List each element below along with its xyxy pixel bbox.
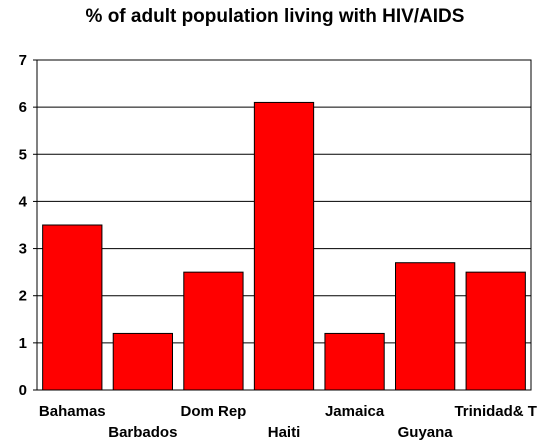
y-tick-label: 3 <box>19 241 27 258</box>
bar-dom-rep <box>183 271 244 391</box>
x-tick-label: Haiti <box>268 424 301 441</box>
y-tick-label: 0 <box>19 382 27 399</box>
y-tick-label: 1 <box>19 335 27 352</box>
x-tick-label: Jamaica <box>325 403 385 420</box>
bar-jamaica <box>324 332 385 391</box>
bar-haiti <box>253 101 315 391</box>
chart-title: % of adult population living with HIV/AI… <box>85 6 465 27</box>
x-tick-label: Barbados <box>108 424 177 441</box>
x-tick-label: Dom Rep <box>181 403 247 420</box>
y-tick-label: 5 <box>19 146 27 163</box>
y-tick-label: 6 <box>19 99 27 116</box>
bar-barbados <box>112 332 173 391</box>
bar-guyana <box>395 262 456 391</box>
y-tick-label: 2 <box>19 288 27 305</box>
x-tick-label: Bahamas <box>39 403 106 420</box>
y-tick-label: 4 <box>19 193 28 210</box>
x-tick-label: Trinidad& T <box>454 403 537 420</box>
x-tick-label: Guyana <box>398 424 454 441</box>
y-tick-label: 7 <box>19 52 27 69</box>
bar-bahamas <box>42 224 103 391</box>
bar-trinidad-t <box>465 271 526 391</box>
